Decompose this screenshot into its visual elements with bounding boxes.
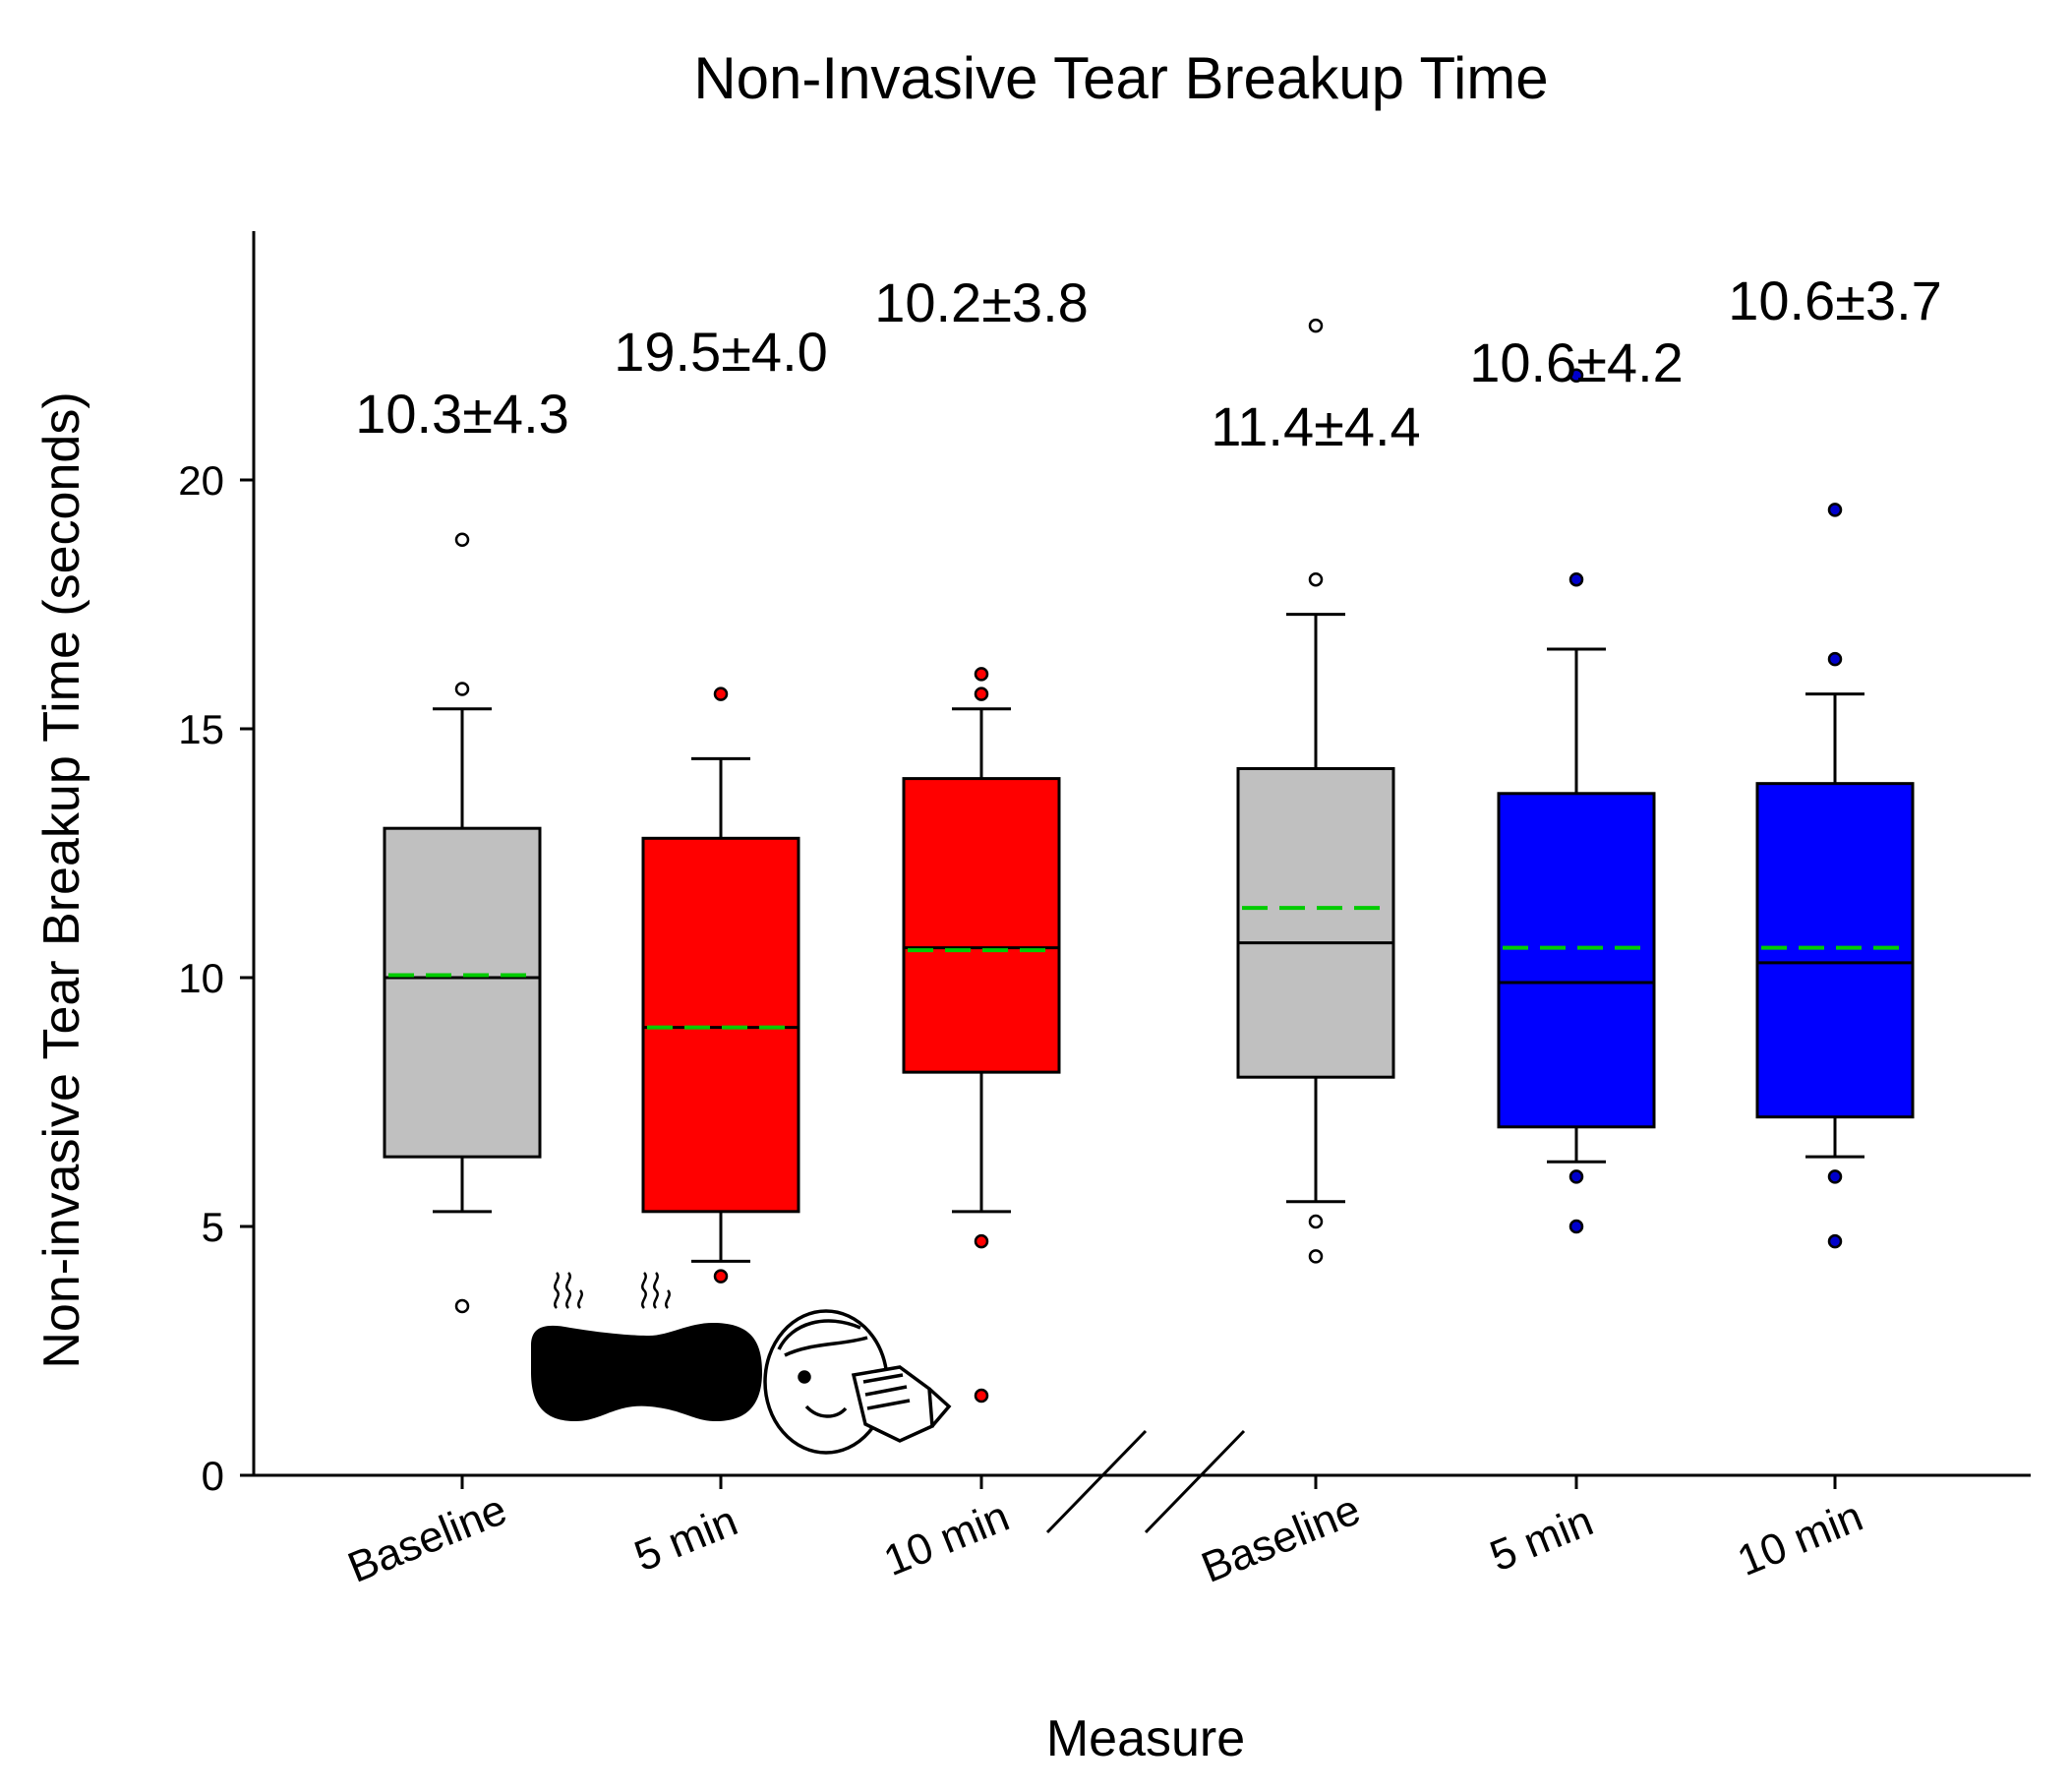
box-group1-baseline (383, 532, 542, 1314)
mean-sd-annotation: 10.3±4.3 (355, 383, 569, 445)
mean-sd-annotation: 10.2±3.8 (874, 271, 1089, 333)
outlier-point (713, 687, 729, 701)
box-series (383, 318, 1915, 1404)
outlier-point (1308, 1214, 1324, 1229)
outlier-point (1827, 1233, 1843, 1249)
y-axis: 0 5 10 15 20 (178, 231, 256, 1499)
outlier-point (974, 1233, 989, 1249)
outlier-point (1568, 368, 1584, 383)
x-tick-label: 5 min (628, 1497, 744, 1582)
y-tick-label: 0 (202, 1453, 224, 1499)
outlier-point (974, 1388, 989, 1404)
outlier-point (1308, 571, 1324, 587)
box-group1-10-min (902, 667, 1061, 1404)
box-body (641, 836, 800, 1214)
x-tick-label: Baseline (1195, 1485, 1367, 1592)
box-group1-5-min (641, 687, 800, 1284)
outlier-point (1568, 571, 1584, 587)
x-tick-label: Baseline (341, 1485, 513, 1592)
box-group2-baseline (1236, 318, 1395, 1264)
box-body (1497, 792, 1656, 1129)
outlier-point (1827, 1169, 1843, 1184)
y-tick-label: 5 (202, 1204, 224, 1250)
box-body (383, 826, 542, 1159)
box-annotations: 10.3±4.3 19.5±4.0 10.2±3.8 11.4±4.4 10.6±4.2… (355, 269, 1942, 457)
x-tick-label: 5 min (1484, 1497, 1600, 1582)
eye-mask-icon (531, 1272, 762, 1421)
box-group2-10-min (1755, 503, 1915, 1249)
face-massage-icon (763, 1309, 952, 1455)
axis-break-mark-left (1045, 1429, 1148, 1534)
outlier-point (1827, 651, 1843, 667)
mean-sd-annotation: 10.6±4.2 (1469, 331, 1684, 393)
axis-break-mark-right (1144, 1429, 1246, 1534)
outlier-point (1568, 1219, 1584, 1234)
outlier-point (454, 532, 470, 547)
y-tick-label: 15 (178, 706, 224, 752)
box-body (1236, 766, 1395, 1079)
box-body (902, 777, 1061, 1074)
x-tick-label: 10 min (877, 1492, 1016, 1585)
y-tick-label: 20 (178, 457, 224, 504)
outlier-point (1308, 1249, 1324, 1264)
x-axis: Baseline 5 min 10 min Baseline 5 min 10 min (254, 1473, 2031, 1592)
box-group2-5-min (1497, 368, 1656, 1234)
box-body (1755, 782, 1915, 1119)
outlier-point (1827, 503, 1843, 517)
mean-sd-annotation: 11.4±4.4 (1211, 395, 1420, 457)
outlier-point (974, 687, 989, 701)
outlier-point (454, 682, 470, 696)
mean-sd-annotation: 19.5±4.0 (614, 321, 828, 383)
x-tick-label: 10 min (1731, 1492, 1869, 1585)
outlier-point (454, 1298, 470, 1314)
outlier-point (713, 1269, 729, 1284)
chart-title: Non-Invasive Tear Breakup Time (693, 45, 1548, 111)
x-axis-title: Measure (1046, 1710, 1245, 1767)
outlier-point (974, 667, 989, 682)
mean-sd-annotation: 10.6±3.7 (1728, 269, 1942, 331)
outlier-point (1568, 1169, 1584, 1184)
outlier-point (1308, 318, 1324, 333)
y-tick-label: 10 (178, 955, 224, 1001)
y-axis-title: Non-invasive Tear Breakup Time (seconds) (33, 391, 90, 1368)
